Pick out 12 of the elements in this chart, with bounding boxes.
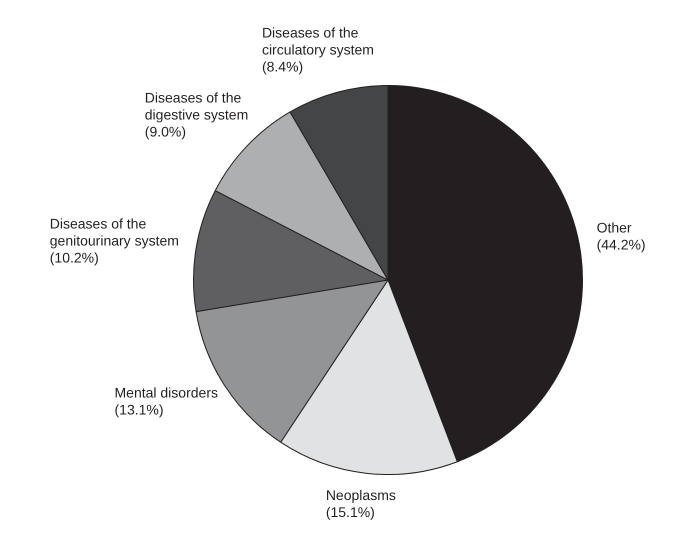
data-label: (44.2%) bbox=[596, 236, 646, 253]
data-label: (10.2%) bbox=[50, 249, 99, 266]
slice-label: Other bbox=[596, 220, 632, 236]
data-label: (13.1%) bbox=[114, 402, 164, 418]
data-label: (9.0%) bbox=[144, 124, 186, 140]
slice-label: Mental disorders bbox=[114, 384, 218, 401]
slice-label: Diseases of the genitourinary system bbox=[50, 215, 179, 248]
data-label: (15.1%) bbox=[326, 504, 375, 520]
slice-label: Diseases of the digestive system bbox=[144, 90, 248, 123]
slice-label: Diseases of the circulatory system bbox=[262, 24, 374, 58]
slice-label: Neoplasms bbox=[326, 486, 396, 503]
data-label: (8.4%) bbox=[262, 58, 304, 75]
